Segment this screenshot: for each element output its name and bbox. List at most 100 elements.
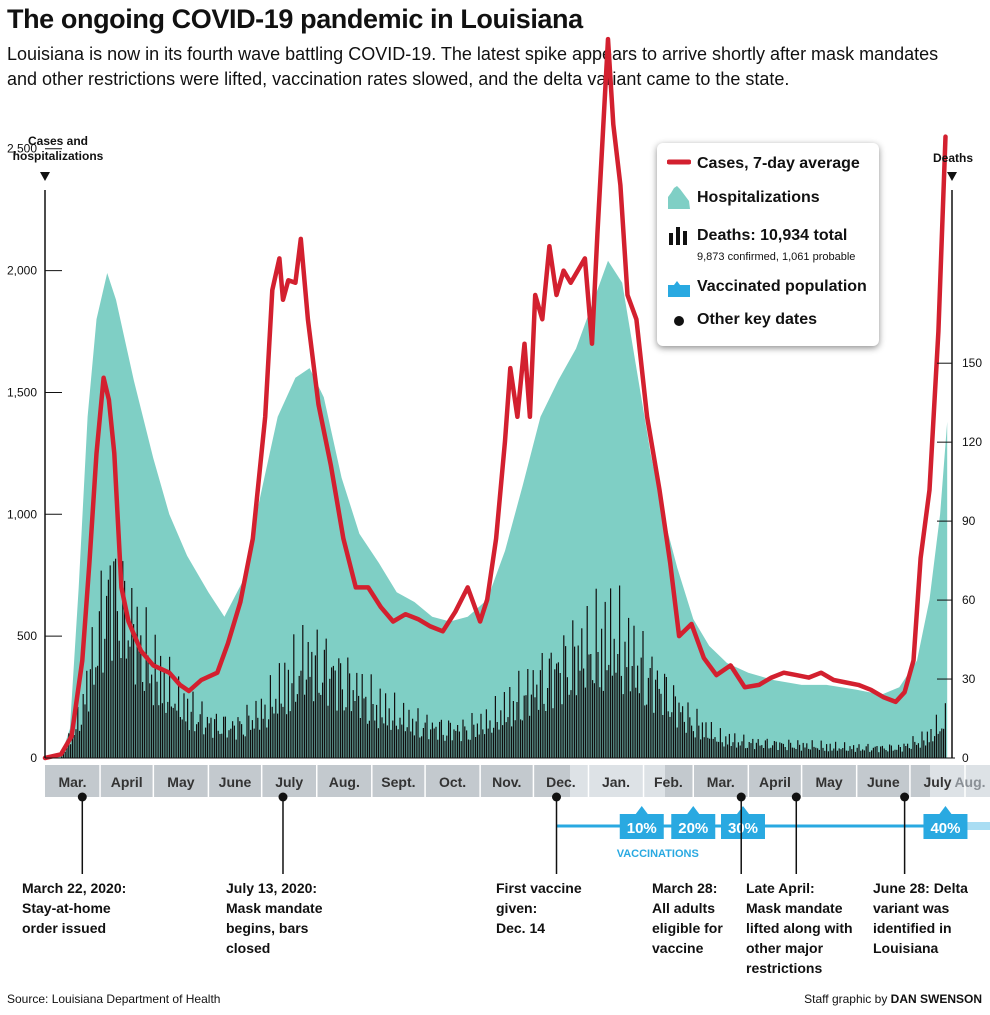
death-bar [797, 740, 799, 758]
death-bar [412, 718, 414, 758]
death-bar [232, 721, 234, 758]
death-bar [692, 731, 694, 758]
death-bar [759, 745, 761, 758]
death-bar [197, 722, 199, 758]
death-bar [451, 740, 453, 758]
death-bar [235, 739, 237, 758]
death-bar [824, 750, 826, 758]
death-bar [502, 725, 504, 758]
death-bar [111, 660, 113, 758]
death-bar [773, 741, 775, 758]
death-bar [415, 721, 417, 758]
death-bar [134, 684, 136, 758]
death-bar [179, 717, 181, 758]
key-date-annotation-line: Dec. 14 [496, 920, 546, 936]
death-bar [782, 743, 784, 758]
death-bar [736, 747, 738, 758]
death-bar [255, 700, 257, 758]
death-bar [788, 739, 790, 758]
death-bar [190, 711, 192, 758]
death-bar [655, 679, 657, 758]
death-bar [662, 715, 664, 758]
death-bar [725, 736, 727, 758]
death-bar [455, 730, 457, 758]
death-bar [82, 694, 84, 758]
death-bar [574, 646, 576, 758]
death-bar [781, 743, 783, 758]
death-bar [266, 727, 268, 758]
death-bar [379, 688, 381, 758]
death-bar [100, 570, 102, 758]
death-bar [671, 712, 673, 758]
key-date-annotation-line: Stay-at-home [22, 900, 111, 916]
death-bar [701, 722, 703, 758]
month-label: Mar. [707, 774, 735, 790]
vaccination-badge-label: 10% [627, 820, 657, 837]
death-bar [298, 675, 300, 758]
death-bar [262, 718, 264, 758]
death-bar [181, 719, 183, 758]
legend-cases: Cases, 7-day average [697, 155, 860, 172]
month-band-highlight [570, 765, 665, 797]
death-bar [696, 708, 698, 758]
death-bar [156, 681, 158, 758]
death-bar [386, 725, 388, 758]
death-bar [898, 744, 900, 758]
death-bar [178, 676, 180, 758]
death-bar [691, 725, 693, 758]
death-bar [457, 725, 459, 758]
death-bar [588, 654, 590, 758]
death-bar [201, 701, 203, 758]
death-bar [264, 704, 266, 758]
death-bar [849, 746, 851, 758]
death-bar [86, 670, 88, 758]
death-bar [543, 703, 545, 758]
death-bar [161, 703, 163, 758]
month-label: June [867, 774, 900, 790]
death-bar [727, 744, 729, 758]
key-date-dot [552, 792, 562, 802]
death-bar [174, 703, 176, 758]
legend-deaths: Deaths: 10,934 total [697, 227, 848, 244]
death-bar [880, 746, 882, 758]
death-bar [158, 705, 160, 758]
death-bar [935, 714, 937, 758]
death-bar [860, 750, 862, 758]
right-axis-arrow-icon [947, 172, 957, 181]
death-bar [257, 717, 259, 758]
death-bar [651, 656, 653, 758]
death-bar [343, 710, 345, 758]
death-bar [163, 670, 165, 758]
death-bar [674, 696, 676, 758]
death-bar [930, 729, 932, 758]
death-bar [772, 745, 774, 758]
death-bar [251, 720, 253, 758]
key-date-annotation-line: March 22, 2020: [22, 880, 127, 896]
death-bar [867, 743, 869, 758]
death-bar [844, 742, 846, 758]
death-bar [530, 694, 532, 758]
vaccinated-population-icon [668, 281, 690, 297]
death-bar [469, 739, 471, 758]
death-bar [550, 652, 552, 758]
death-bar [656, 670, 658, 758]
death-bar [237, 717, 239, 758]
key-date-annotation-line: closed [226, 940, 271, 956]
death-bar [304, 694, 306, 758]
key-date-annotation: March 22, 2020: Stay-at-home order issued [22, 878, 126, 938]
key-date-annotation: July 13, 2020: Mask mandate begins, bars cl… [226, 878, 322, 958]
death-bar [338, 658, 340, 758]
death-bar [845, 750, 847, 758]
death-bar [516, 702, 518, 758]
death-bar [680, 712, 682, 758]
death-bar [721, 742, 723, 758]
death-bar [509, 687, 511, 758]
death-bar [561, 704, 563, 758]
death-bar [467, 739, 469, 758]
death-bar [359, 718, 361, 758]
key-date-annotation-line: identified in [873, 920, 952, 936]
death-bar [802, 742, 804, 758]
death-bar [273, 713, 275, 758]
death-bar [604, 601, 606, 758]
month-label: Nov. [492, 774, 521, 790]
